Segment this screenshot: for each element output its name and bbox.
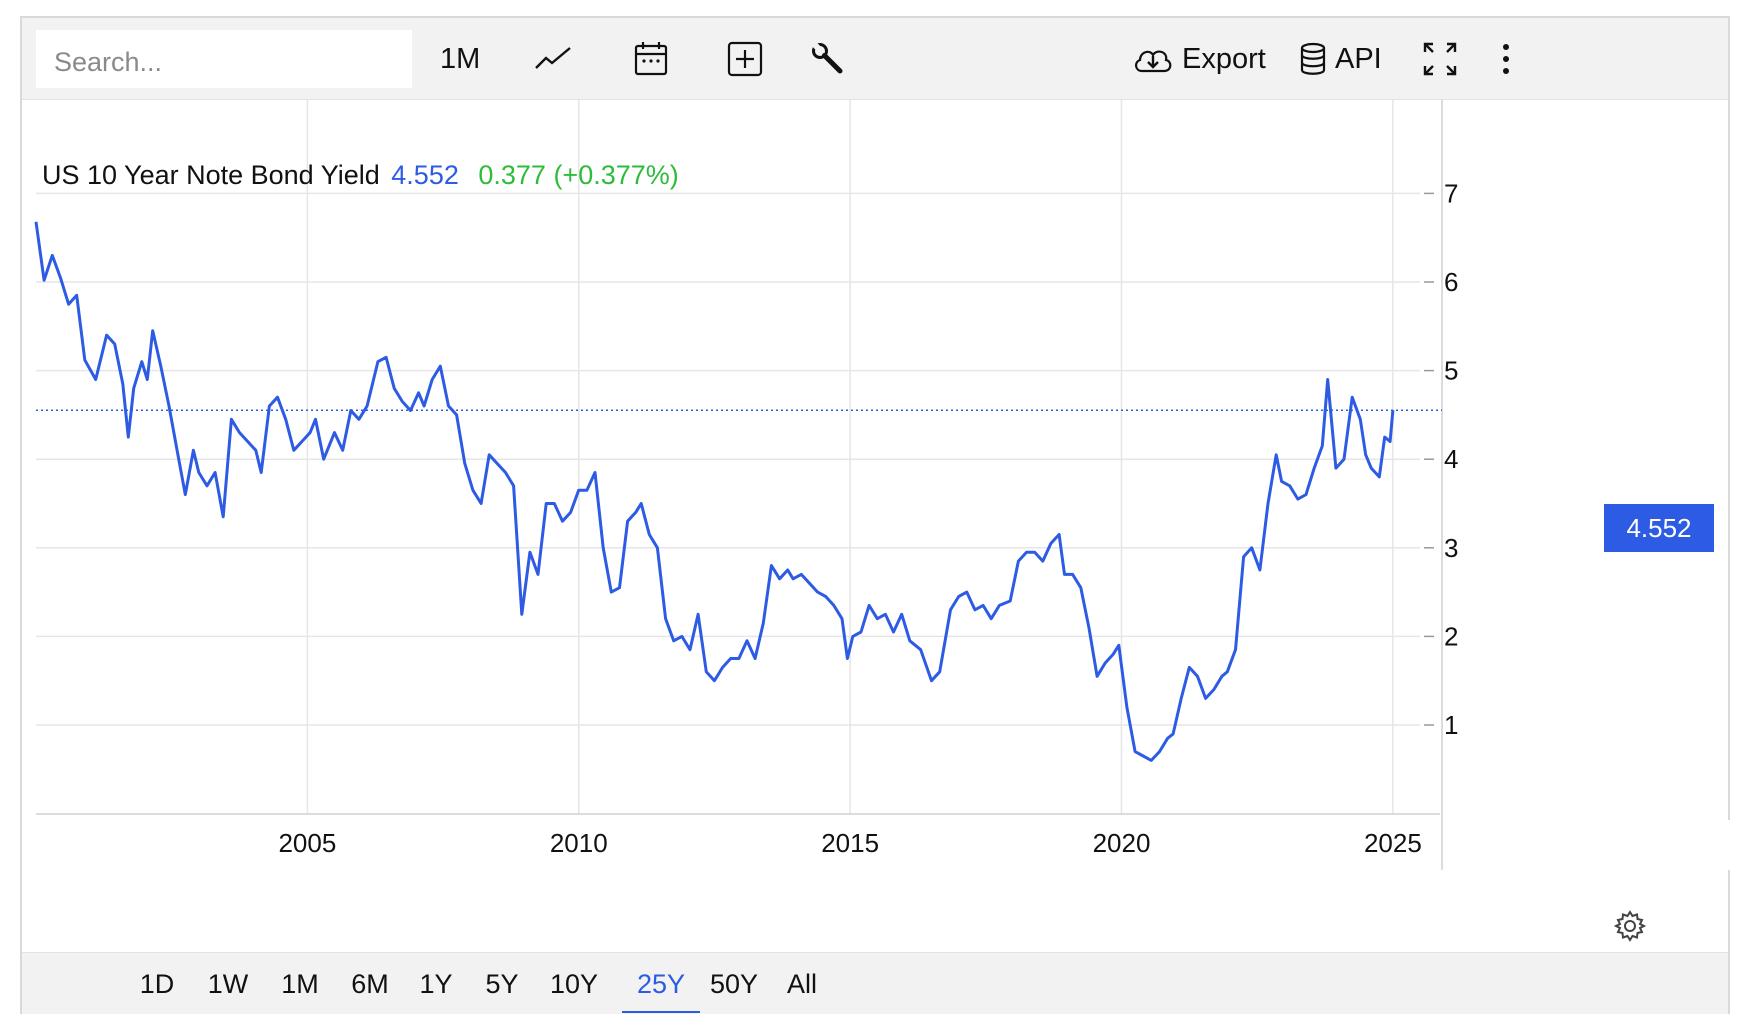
fullscreen-button[interactable] xyxy=(1422,30,1458,88)
range-button-10y[interactable]: 10Y xyxy=(549,969,599,999)
line-chart: 7 6 5 4 3 2 1 2005 2010 2015 2020 2025 xyxy=(34,100,1732,870)
compare-button[interactable] xyxy=(727,30,763,88)
more-options-button[interactable] xyxy=(1500,30,1512,88)
y-tick-label: 6 xyxy=(1444,267,1458,297)
line-chart-icon xyxy=(535,47,571,69)
legend-series-name: US 10 Year Note Bond Yield xyxy=(42,160,380,190)
x-axis-mask xyxy=(1443,820,1732,870)
y-tick-label: 5 xyxy=(1444,356,1458,386)
export-button[interactable]: Export xyxy=(1132,30,1266,88)
y-tick-label: 2 xyxy=(1444,621,1458,651)
range-button-5y[interactable]: 5Y xyxy=(485,969,519,999)
range-button-6m[interactable]: 6M xyxy=(351,969,389,999)
range-button-1y[interactable]: 1Y xyxy=(419,969,453,999)
interval-button[interactable]: 1M xyxy=(440,30,480,88)
y-tick-label: 3 xyxy=(1444,533,1458,563)
range-button-50y[interactable]: 50Y xyxy=(709,969,759,999)
current-price-tag: 4.552 xyxy=(1604,504,1714,552)
x-tick-label: 2020 xyxy=(1093,828,1151,858)
x-tick-label: 2015 xyxy=(821,828,879,858)
x-tick-label: 2010 xyxy=(550,828,608,858)
calendar-icon xyxy=(634,42,668,76)
database-icon xyxy=(1300,42,1326,75)
interval-label: 1M xyxy=(440,42,481,75)
chart-widget: 1M xyxy=(20,16,1732,1014)
api-label: API xyxy=(1335,42,1382,75)
y-tick-label: 4 xyxy=(1444,444,1458,474)
chart-type-button[interactable] xyxy=(534,30,572,88)
range-button-1d[interactable]: 1D xyxy=(139,969,175,999)
toolbar: 1M xyxy=(22,18,1728,100)
fullscreen-icon xyxy=(1423,42,1457,76)
more-vertical-icon xyxy=(1503,44,1509,74)
range-selector: 1D 1W 1M 6M 1Y 5Y 10Y 25Y 50Y All xyxy=(22,952,1728,1014)
x-tick-label: 2025 xyxy=(1364,828,1422,858)
range-button-all[interactable]: All xyxy=(786,969,817,999)
y-tick-label: 7 xyxy=(1444,178,1458,208)
range-button-25y[interactable]: 25Y xyxy=(622,953,700,1013)
gear-icon xyxy=(1613,910,1647,942)
settings-tools-button[interactable] xyxy=(810,30,846,88)
plot-area: 7 6 5 4 3 2 1 2005 2010 2015 2020 2025 US 10 Year N… xyxy=(22,100,1732,952)
add-box-icon xyxy=(727,41,763,77)
cloud-download-icon xyxy=(1135,50,1172,73)
chart-settings-button[interactable] xyxy=(1613,910,1647,947)
api-button[interactable]: API xyxy=(1299,30,1382,88)
x-tick-label: 2005 xyxy=(278,828,336,858)
chart-legend: US 10 Year Note Bond Yield 4.552 0.377 (… xyxy=(42,160,679,191)
export-label: Export xyxy=(1182,42,1266,75)
series-line xyxy=(34,221,1395,762)
y-tick-label: 1 xyxy=(1444,710,1458,740)
wrench-icon xyxy=(811,41,843,74)
search-input[interactable] xyxy=(36,30,412,88)
range-button-1w[interactable]: 1W xyxy=(207,969,249,999)
range-button-1m[interactable]: 1M xyxy=(281,969,319,999)
legend-last-value: 4.552 xyxy=(391,160,459,190)
legend-change: 0.377 (+0.377%) xyxy=(478,160,679,190)
date-range-button[interactable] xyxy=(633,30,669,88)
